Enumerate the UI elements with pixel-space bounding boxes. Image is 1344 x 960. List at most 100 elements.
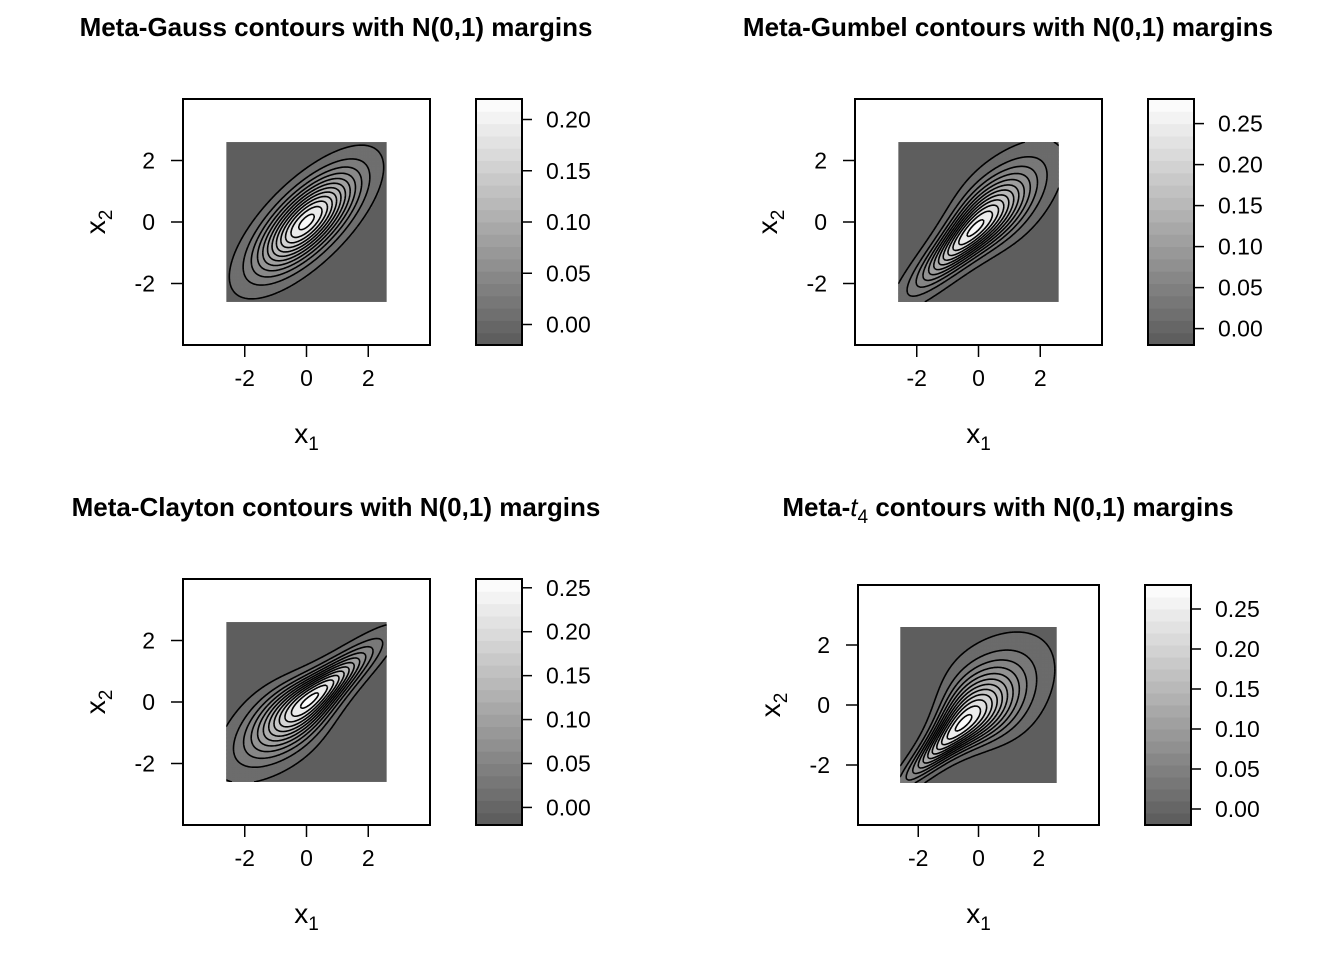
density-cell [236,275,239,278]
density-cell [297,227,300,230]
density-cell [271,203,274,206]
density-cell [290,240,293,243]
density-cell [322,207,325,210]
density-cell [298,278,301,281]
density-cell [332,234,335,237]
density-cell [267,260,270,263]
density-cell [255,234,258,237]
density-cell [236,274,239,277]
density-cell [357,200,360,203]
density-cell [251,223,254,226]
density-cell [249,232,252,235]
density-cell [283,203,286,206]
density-cell [274,277,277,280]
density-cell [344,217,347,220]
density-cell [329,254,332,257]
density-cell [275,255,278,258]
density-cell [261,234,264,237]
density-cell [233,270,236,273]
density-cell [294,281,297,284]
density-cell [255,294,258,297]
density-cell [284,265,287,267]
density-cell [324,230,326,232]
density-cell [270,273,273,275]
density-cell [239,289,241,292]
density-cell [257,295,260,298]
density-cell [280,270,283,273]
density-cell [280,199,283,202]
density-cell [283,275,286,278]
density-cell [261,223,264,226]
density-cell [307,262,310,265]
density-cell [267,270,270,273]
density-cell [359,219,362,222]
density-cell [243,295,246,298]
density-cell [248,258,251,261]
density-cell [284,248,287,251]
density-cell [321,258,324,261]
density-cell [310,201,313,204]
density-cell [305,262,308,265]
density-cell [252,293,255,296]
density-cell [264,211,267,214]
density-cell [275,213,278,216]
density-cell [314,251,317,254]
density-cell [284,286,287,289]
density-cell [302,275,305,278]
density-cell [293,247,295,250]
density-cell [322,256,325,259]
density-cell [291,244,294,247]
density-cell [299,209,302,212]
density-cell [290,270,293,273]
density-cell [247,256,250,259]
density-cell [260,262,263,265]
density-cell [233,275,236,278]
density-cell [295,226,298,228]
density-cell [256,266,259,269]
density-cell [260,259,263,262]
density-cell [286,224,289,227]
density-cell [298,273,301,275]
density-cell [237,258,240,261]
density-cell [279,289,282,292]
density-cell [342,239,345,242]
density-cell [284,222,287,224]
density-cell [245,240,248,243]
density-cell [287,200,290,203]
density-cell [230,266,233,269]
density-cell [299,271,302,274]
density-cell [247,242,250,245]
density-cell [259,238,262,241]
density-cell [309,234,312,237]
density-cell [257,290,260,293]
density-cell [278,240,281,243]
density-cell [333,226,336,228]
density-cell [279,265,282,267]
density-cell [239,279,241,282]
density-cell [272,285,275,288]
density-cell [317,230,320,232]
density-cell [260,215,263,218]
density-cell [247,289,250,292]
density-cell [301,243,304,246]
density-cell [272,286,275,289]
density-cell [287,255,290,258]
density-cell [355,224,358,227]
density-cell [259,254,262,257]
density-cell [253,279,256,282]
density-cell [253,240,256,243]
density-cell [306,248,309,251]
density-cell [315,204,318,207]
density-cell [245,232,248,235]
density-cell [287,219,290,222]
density-cell [252,227,255,230]
density-cell [279,271,282,274]
density-cell [263,293,266,296]
density-cell [321,259,324,262]
density-cell [259,260,262,263]
density-cell [278,208,281,211]
density-cell [364,199,367,202]
density-cell [344,236,347,239]
density-cell [333,244,336,247]
